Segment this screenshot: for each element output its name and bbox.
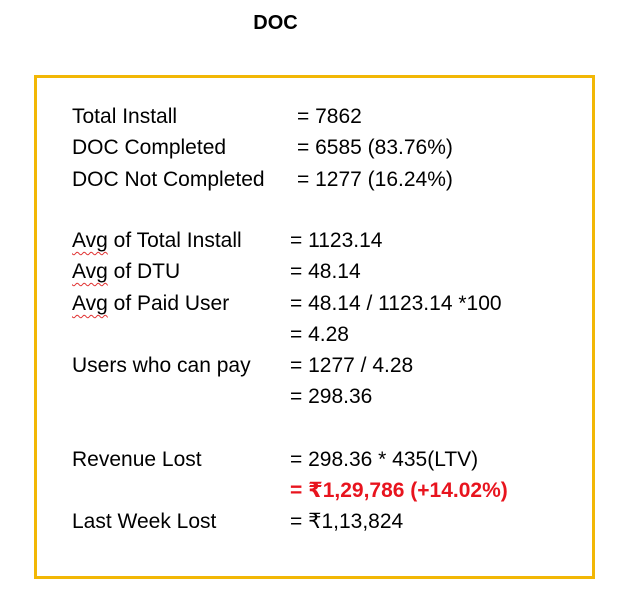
avg-total-install-label: Avg of Total Install <box>72 228 242 254</box>
spellcheck-word: Avg <box>72 229 108 252</box>
avg-paid-user-result: = 4.28 <box>290 323 349 346</box>
total-install-value: = 7862 <box>297 105 362 128</box>
avg-dtu-label: Avg of DTU <box>72 259 180 285</box>
doc-not-completed-label: DOC Not Completed <box>72 168 265 191</box>
spellcheck-word: Avg <box>72 260 108 283</box>
revenue-lost-label: Revenue Lost <box>72 448 202 471</box>
avg-dtu-value: = 48.14 <box>290 260 361 283</box>
avg-paid-user-label: Avg of Paid User <box>72 291 229 317</box>
label-rest: of Paid User <box>107 292 230 315</box>
label-rest: of DTU <box>107 260 181 283</box>
spellcheck-word: Avg <box>72 292 108 315</box>
users-who-can-pay-result: = 298.36 <box>290 385 373 408</box>
last-week-lost-value: = ₹1,13,824 <box>290 510 404 533</box>
doc-completed-value: = 6585 (83.76%) <box>297 136 453 159</box>
last-week-lost-label: Last Week Lost <box>72 510 217 533</box>
summary-panel <box>34 75 595 579</box>
revenue-lost-formula: = 298.36 * 435(LTV) <box>290 448 479 471</box>
users-who-can-pay-label: Users who can pay <box>72 354 251 377</box>
label-rest: of Total Install <box>107 229 242 252</box>
users-who-can-pay-formula: = 1277 / 4.28 <box>290 354 414 377</box>
doc-completed-label: DOC Completed <box>72 136 227 159</box>
revenue-lost-highlight: ₹1,29,786 (+14.02%) <box>308 479 508 502</box>
page-title: DOC <box>253 12 298 34</box>
total-install-label: Total Install <box>72 105 178 128</box>
equals-sign: = <box>290 479 309 502</box>
avg-paid-user-formula: = 48.14 / 1123.14 *100 <box>290 292 502 315</box>
avg-total-install-value: = 1123.14 <box>290 229 383 252</box>
revenue-lost-result: = ₹1,29,786 (+14.02%) <box>290 478 508 504</box>
doc-not-completed-value: = 1277 (16.24%) <box>297 168 453 191</box>
